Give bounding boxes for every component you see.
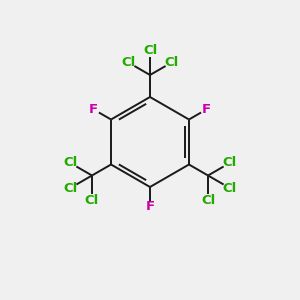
Text: F: F — [202, 103, 211, 116]
Text: Cl: Cl — [201, 194, 215, 207]
Text: F: F — [146, 200, 154, 214]
Text: F: F — [89, 103, 98, 116]
Text: Cl: Cl — [121, 56, 136, 69]
Text: Cl: Cl — [223, 157, 237, 169]
Text: Cl: Cl — [85, 194, 99, 207]
Text: Cl: Cl — [63, 157, 77, 169]
Text: Cl: Cl — [143, 44, 157, 56]
Text: Cl: Cl — [63, 182, 77, 194]
Text: Cl: Cl — [223, 182, 237, 194]
Text: Cl: Cl — [164, 56, 179, 69]
